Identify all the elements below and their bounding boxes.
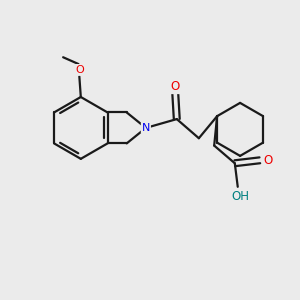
Text: N: N xyxy=(142,123,150,133)
Text: O: O xyxy=(75,65,84,75)
Text: OH: OH xyxy=(232,190,250,203)
Text: O: O xyxy=(171,80,180,93)
Text: O: O xyxy=(263,154,272,167)
